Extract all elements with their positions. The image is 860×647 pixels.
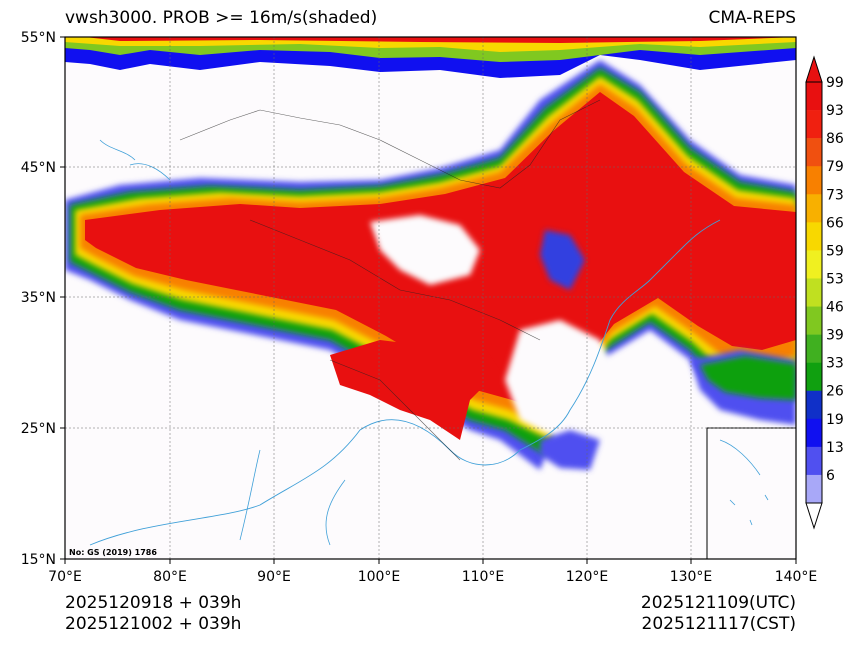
lake-outlines	[99, 139, 171, 181]
valid-time-cst: 2025121117(CST)	[641, 614, 796, 634]
lon-tick-label: 130°E	[670, 569, 713, 585]
field-taiwan-blue	[540, 430, 600, 470]
field-gap-southeast	[505, 320, 620, 440]
colorbar-frame	[805, 81, 823, 504]
field-north-red	[85, 37, 796, 43]
forecast-valid-time: 2025121109(UTC) 2025121117(CST)	[641, 593, 796, 635]
colorbar-segment	[806, 362, 822, 392]
lat-tick-label: 55°N	[21, 30, 56, 46]
colorbar-segment	[806, 194, 822, 223]
colorbar-level-label: 46	[826, 300, 844, 316]
colorbar-level-label: 33	[826, 356, 844, 372]
colorbar-level-label: 66	[826, 215, 844, 231]
map-title: vwsh3000. PROB >= 16m/s(shaded)	[65, 8, 378, 28]
map-approval-note: No: GS (2019) 1786	[69, 548, 157, 557]
lon-tick-label: 70°E	[48, 569, 82, 585]
colorbar: 6 13 19 26 33 39 46 53 59 66 73 79 86 93 99	[805, 55, 844, 530]
colorbar-segment	[806, 110, 822, 139]
colorbar-segment	[806, 418, 822, 448]
shaded-probability-field	[65, 37, 796, 546]
colorbar-level-label: 26	[826, 384, 844, 400]
colorbar-level-label: 53	[826, 271, 844, 287]
colorbar-segment	[806, 278, 822, 307]
colorbar-segment	[806, 166, 822, 195]
colorbar-segment	[806, 306, 822, 335]
country-borders	[179, 99, 601, 461]
forecast-init-time: 2025120918 + 039h 2025121002 + 039h	[65, 593, 241, 635]
coastline-south-asia	[239, 449, 346, 546]
valid-time-utc: 2025121109(UTC)	[640, 593, 796, 613]
lon-tick-label: 80°E	[153, 569, 187, 585]
south-china-sea-inset	[706, 427, 797, 560]
plot-frame	[64, 36, 797, 560]
lon-tick-label: 110°E	[462, 569, 505, 585]
colorbar-level-label: 59	[826, 243, 844, 259]
colorbar-segment	[806, 390, 822, 420]
lat-tick-label: 35°N	[21, 290, 56, 306]
colorbar-level-label: 19	[826, 412, 844, 428]
inset-islands	[719, 439, 769, 526]
colorbar-segment	[806, 446, 822, 476]
colorbar-segment	[806, 138, 822, 167]
field-gap-bohai	[540, 230, 585, 290]
lat-tick-label: 15°N	[21, 552, 56, 568]
init-time-cst: 2025121002 + 039h	[65, 614, 242, 634]
field-gap-mongolia-west	[195, 100, 360, 170]
field-pacific-green	[700, 356, 796, 400]
latitude-axis: 55°N 45°N 35°N 25°N 15°N	[21, 30, 65, 568]
lon-tick-label: 120°E	[566, 569, 609, 585]
colorbar-level-label: 39	[826, 328, 844, 344]
colorbar-level-label: 86	[826, 131, 844, 147]
model-name: CMA-REPS	[708, 8, 796, 28]
colorbar-level-label: 93	[826, 103, 844, 119]
colorbar-segment	[806, 250, 822, 279]
colorbar-segment	[806, 334, 822, 363]
lon-tick-label: 140°E	[775, 569, 818, 585]
colorbar-level-label: 79	[826, 159, 844, 175]
coastline-main	[89, 219, 721, 546]
colorbar-under-triangle	[805, 502, 823, 530]
init-time-utc: 2025120918 + 039h	[65, 593, 242, 613]
colorbar-level-label: 99	[826, 75, 844, 91]
lat-tick-label: 45°N	[21, 160, 56, 176]
lon-tick-label: 100°E	[358, 569, 401, 585]
colorbar-level-label: 73	[826, 187, 844, 203]
colorbar-over-triangle	[805, 55, 823, 83]
longitude-axis: 70°E 80°E 90°E 100°E 110°E 120°E 130°E 1…	[48, 559, 817, 585]
colorbar-segment	[806, 222, 822, 251]
field-gap-qaidam	[370, 215, 480, 285]
lon-tick-label: 90°E	[257, 569, 291, 585]
field-red-southwest	[330, 330, 500, 440]
colorbar-segment	[806, 474, 822, 504]
colorbar-level-label: 6	[826, 468, 835, 484]
colorbar-level-label: 13	[826, 440, 844, 456]
gridlines	[65, 37, 796, 559]
lat-tick-label: 25°N	[21, 421, 56, 437]
colorbar-segment	[806, 82, 822, 111]
